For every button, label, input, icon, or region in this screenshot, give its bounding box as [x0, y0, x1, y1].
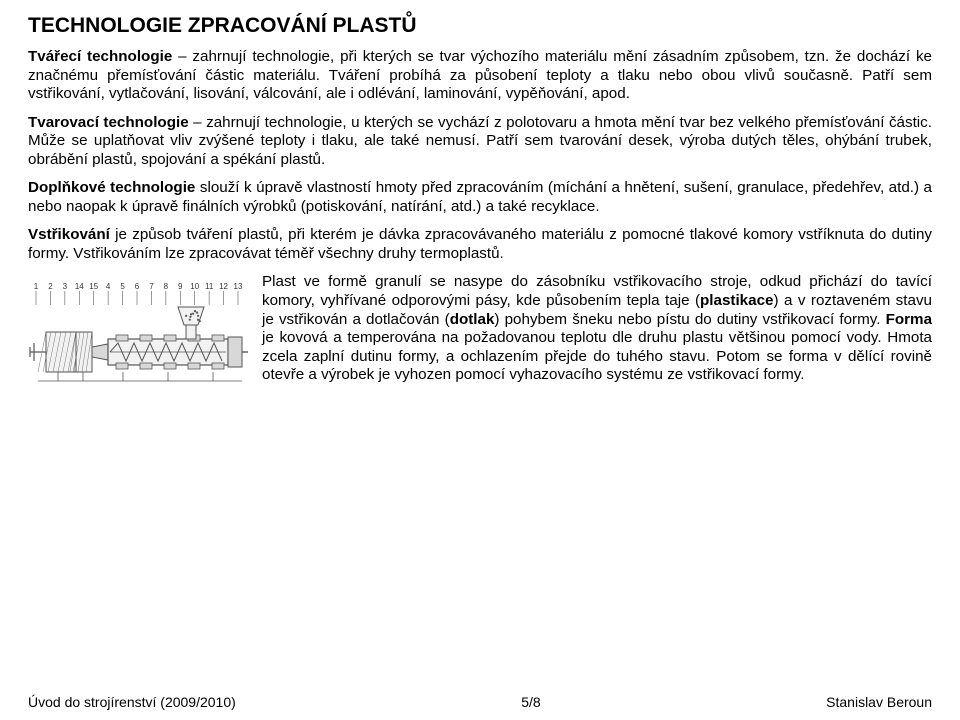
process-text-e: je kovová a temperována na požadovanou t… — [262, 329, 932, 383]
term-dotlak: dotlak — [450, 311, 495, 328]
svg-text:15: 15 — [89, 282, 98, 291]
lead-tvareci: Tvářecí technologie — [28, 48, 172, 65]
paragraph-tvarovaci: Tvarovací technologie – zahrnují technol… — [28, 114, 932, 170]
svg-text:2: 2 — [48, 282, 53, 291]
injection-molding-svg: 123141545678910111213 — [28, 277, 248, 417]
svg-text:5: 5 — [120, 282, 125, 291]
svg-text:1: 1 — [34, 282, 39, 291]
lead-vstrikovani: Vstřikování — [28, 226, 110, 243]
lead-tvarovaci: Tvarovací technologie — [28, 114, 189, 131]
svg-text:4: 4 — [106, 282, 111, 291]
injection-molding-figure: 123141545678910111213 — [28, 277, 248, 417]
svg-text:3: 3 — [63, 282, 68, 291]
svg-text:6: 6 — [135, 282, 140, 291]
svg-text:14: 14 — [75, 282, 84, 291]
svg-text:7: 7 — [149, 282, 154, 291]
page: TECHNOLOGIE ZPRACOVÁNÍ PLASTŮ Tvářecí te… — [0, 0, 960, 720]
footer-left: Úvod do strojírenství (2009/2010) — [28, 694, 236, 710]
svg-text:13: 13 — [234, 282, 243, 291]
svg-text:10: 10 — [190, 282, 199, 291]
footer-center: 5/8 — [521, 694, 540, 710]
svg-text:11: 11 — [205, 282, 214, 291]
lead-doplnkove: Doplňkové technologie — [28, 179, 195, 196]
text-vstrikovani: je způsob tváření plastů, při kterém je … — [28, 226, 932, 262]
svg-text:8: 8 — [164, 282, 169, 291]
svg-text:12: 12 — [219, 282, 228, 291]
term-forma: Forma — [886, 311, 932, 328]
footer-right: Stanislav Beroun — [826, 694, 932, 710]
process-text-d: ) pohybem šneku nebo pístu do dutiny vst… — [494, 311, 885, 328]
term-plastikace: plastikace — [700, 292, 773, 309]
figure-text-block: 123141545678910111213 Plast ve formě gra… — [28, 273, 932, 421]
page-title: TECHNOLOGIE ZPRACOVÁNÍ PLASTŮ — [28, 14, 932, 38]
paragraph-tvareci: Tvářecí technologie – zahrnují technolog… — [28, 48, 932, 104]
paragraph-doplnkove: Doplňkové technologie slouží k úpravě vl… — [28, 179, 932, 216]
svg-text:9: 9 — [178, 282, 183, 291]
page-footer: Úvod do strojírenství (2009/2010) 5/8 St… — [28, 694, 932, 710]
paragraph-vstrikovani: Vstřikování je způsob tváření plastů, př… — [28, 226, 932, 263]
